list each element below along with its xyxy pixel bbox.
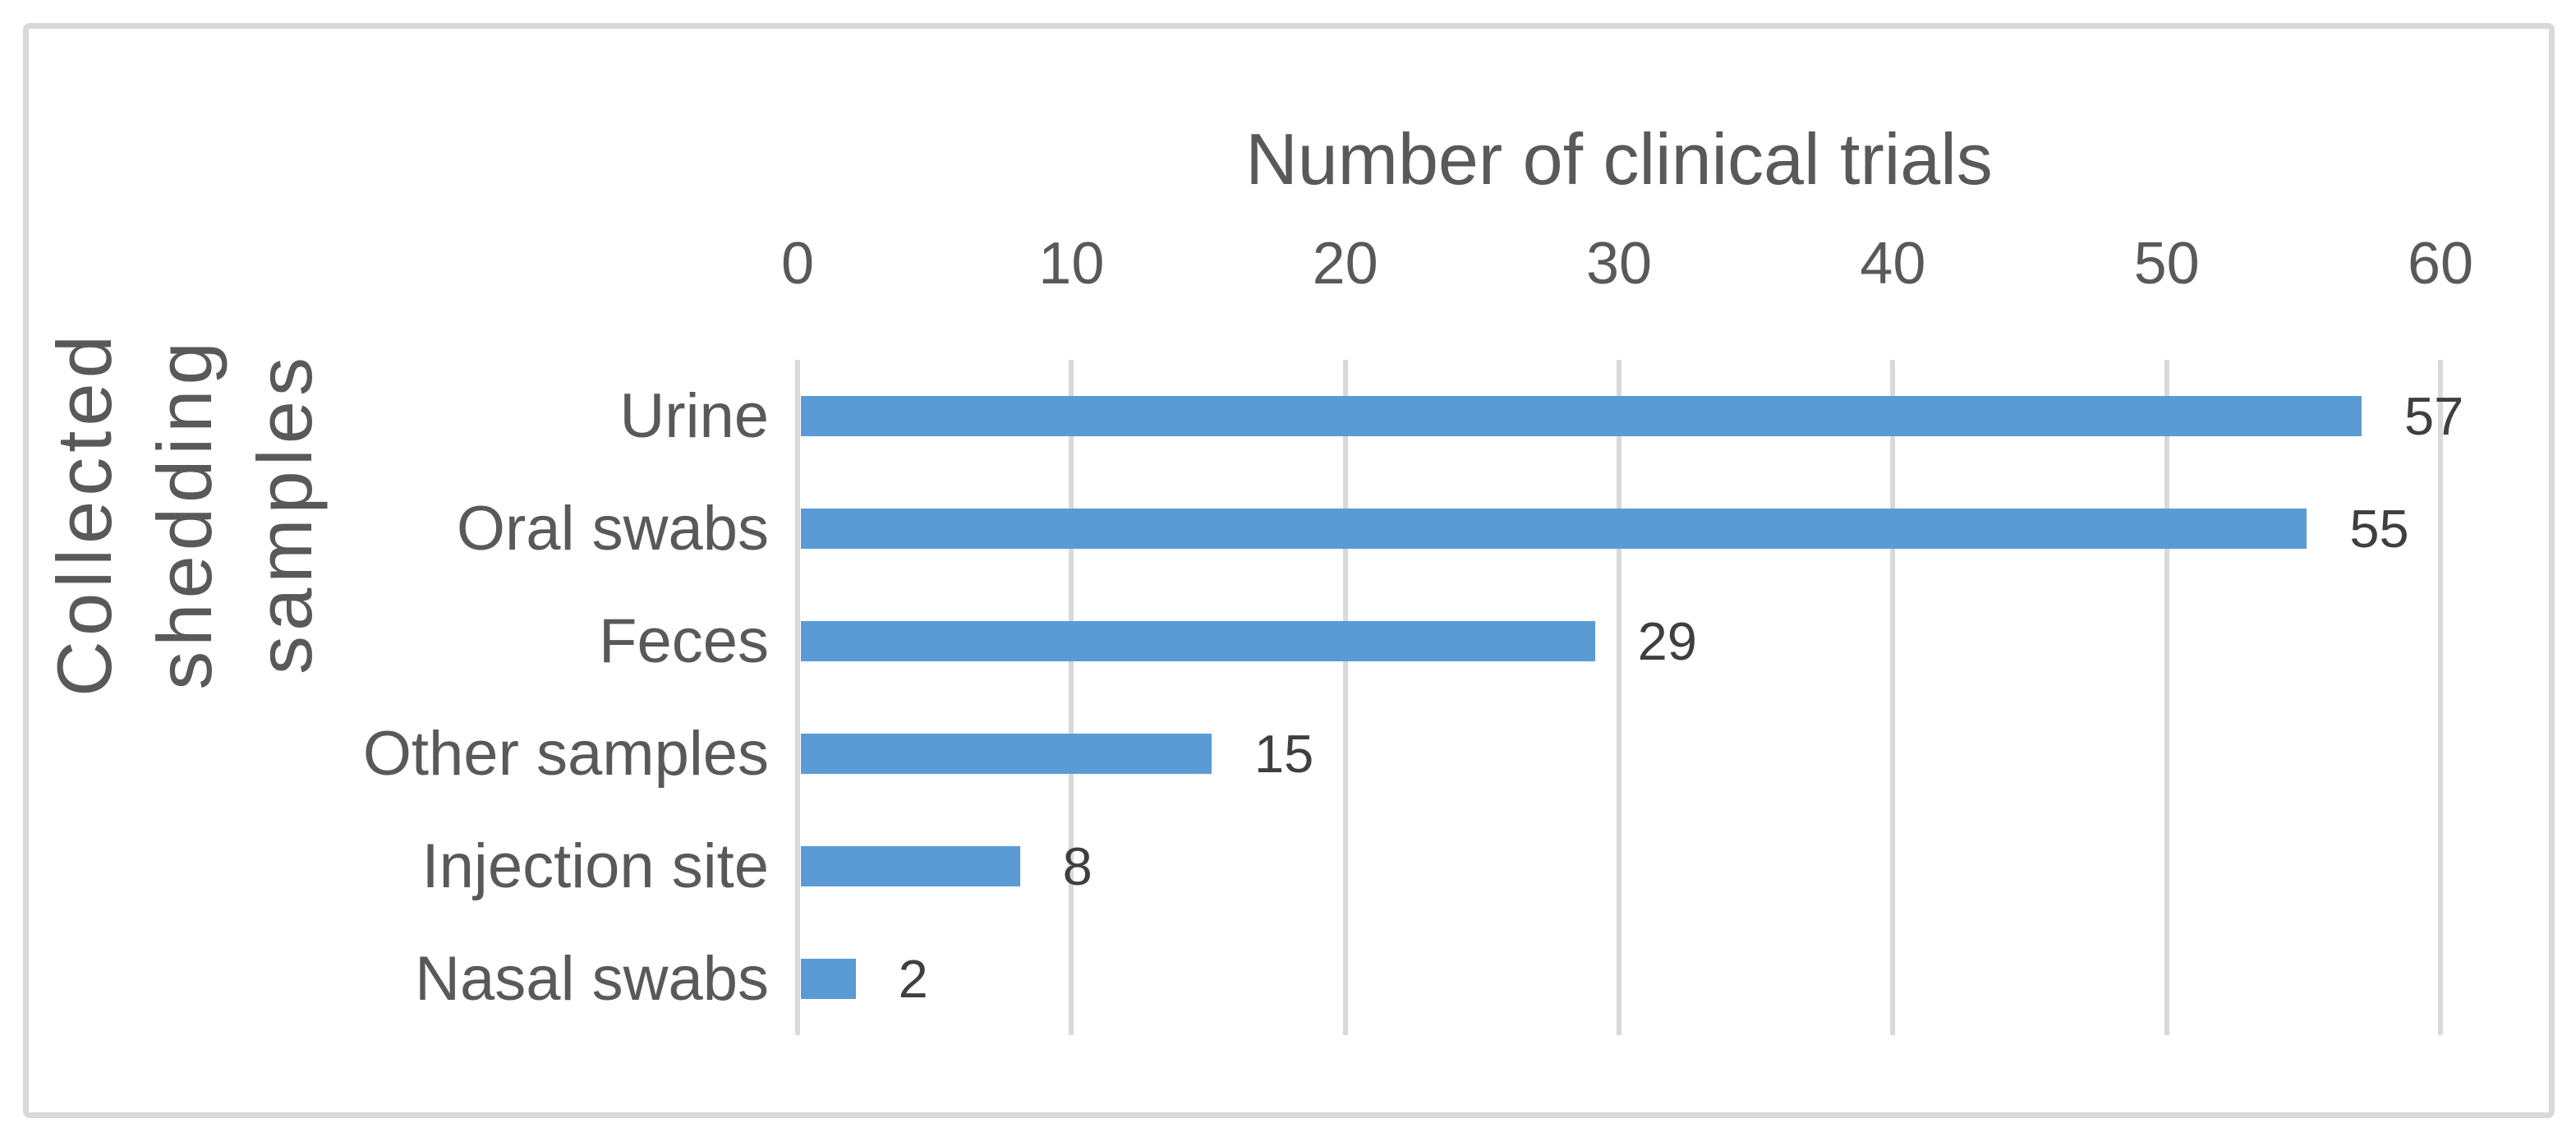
x-axis-tick-label-20: 20 [1312, 231, 1378, 297]
bar-injection-site [801, 846, 1020, 886]
data-label-other-samples: 15 [1254, 724, 1314, 784]
y-axis-line [795, 360, 800, 1035]
bar-feces [801, 621, 1595, 661]
data-label-oral-swabs: 55 [2349, 499, 2409, 559]
gridline-10 [1069, 360, 1074, 1035]
x-axis-tick-label-0: 0 [780, 231, 815, 297]
gridline-40 [1890, 360, 1896, 1035]
x-axis: 0 10 20 30 40 50 60 [0, 234, 2576, 300]
category-label-injection-site: Injection site [421, 831, 769, 901]
category-label-nasal-swabs: Nasal swabs [415, 944, 769, 1014]
data-label-feces: 29 [1637, 611, 1697, 671]
bar-nasal-swabs [801, 959, 856, 999]
category-label-feces: Feces [599, 606, 769, 676]
gridline-50 [2164, 360, 2169, 1035]
bar-oral-swabs [801, 509, 2307, 549]
x-axis-tick-label-40: 40 [1860, 231, 1926, 297]
x-axis-tick-label-10: 10 [1038, 231, 1105, 297]
chart-frame [23, 23, 2555, 1118]
x-axis-tick-label-30: 30 [1585, 231, 1653, 297]
x-axis-tick-label-60: 60 [2407, 231, 2474, 297]
category-label-oral-swabs: Oral swabs [456, 494, 769, 564]
gridline-20 [1342, 360, 1348, 1035]
plot-area: 57 55 29 15 8 2 [795, 360, 2463, 1035]
data-label-nasal-swabs: 2 [898, 949, 928, 1009]
bar-urine [801, 396, 2362, 436]
data-label-urine: 57 [2404, 386, 2464, 446]
gridline-60 [2438, 360, 2443, 1035]
x-axis-title: Number of clinical trials [1245, 118, 1993, 200]
data-label-injection-site: 8 [1062, 836, 1092, 896]
bar-other-samples [801, 734, 1212, 774]
x-axis-tick-label-50: 50 [2133, 231, 2200, 297]
gridline-30 [1617, 360, 1622, 1035]
category-label-other-samples: Other samples [362, 719, 769, 789]
category-label-urine: Urine [619, 381, 769, 451]
